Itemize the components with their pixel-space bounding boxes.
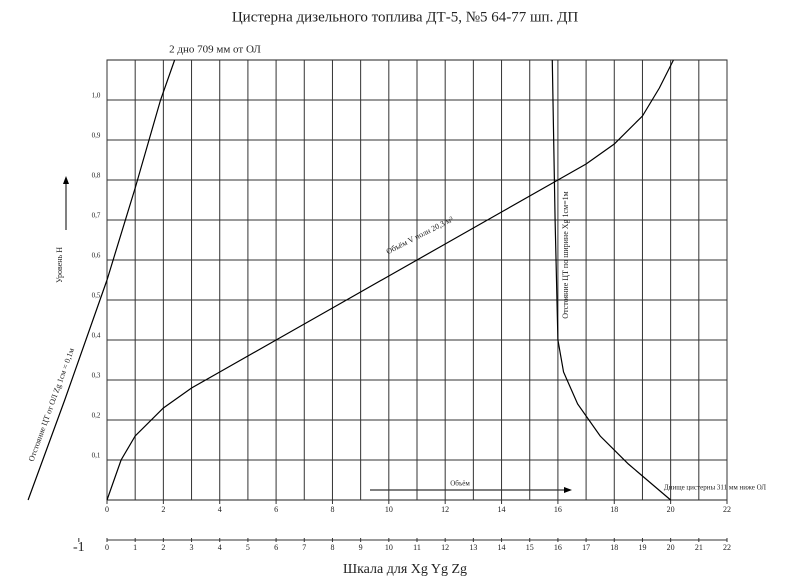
x2-tick-label: 18 <box>610 543 618 552</box>
x2-tick-label: 21 <box>695 543 703 552</box>
series-line <box>27 59 176 501</box>
x-tick-label: 18 <box>610 505 618 514</box>
y-tick-label: 1,0 <box>92 92 101 100</box>
series-line <box>106 59 674 501</box>
y-tick-label: 0,3 <box>92 372 101 380</box>
y-tick-label: 0,7 <box>92 212 101 220</box>
x2-tick-label: 9 <box>359 543 363 552</box>
x2-tick-label: 11 <box>413 543 421 552</box>
x2-tick-label: 22 <box>723 543 731 552</box>
x2-tick-label: 10 <box>385 543 393 552</box>
series-label: Объём V полн 20,3 м³ <box>385 214 456 256</box>
x-tick-label: 0 <box>105 505 109 514</box>
x-tick-label: 8 <box>330 505 334 514</box>
series-label: Отстояние ЦТ от ОЛ Zg 1см = 0,1м <box>27 347 76 463</box>
x-tick-label: 2 <box>161 505 165 514</box>
annotation: Днище цистерны 311 мм ниже ОЛ <box>664 484 766 492</box>
x-tick-label: 12 <box>441 505 449 514</box>
x2-tick-label: 3 <box>190 543 194 552</box>
x-tick-label: 14 <box>498 505 506 514</box>
arrow-head <box>564 487 572 493</box>
x-tick-label: 22 <box>723 505 731 514</box>
x-tick-label: 6 <box>274 505 278 514</box>
y-tick-label: 0,8 <box>92 172 101 180</box>
series-label: Отстояние ЦТ по ширине Xg 1см=1м <box>561 191 570 318</box>
x2-tick-label: 5 <box>246 543 250 552</box>
arrow-head <box>63 176 69 184</box>
x2-tick-label: 0 <box>105 543 109 552</box>
x2-tick-label: 14 <box>498 543 506 552</box>
x2-tick-label: 13 <box>469 543 477 552</box>
y-tick-label: 0,6 <box>92 252 101 260</box>
x-axis-label: Шкала для Xg Yg Zg <box>343 562 467 577</box>
y-tick-label: 0,5 <box>92 292 101 300</box>
y-tick-label: 0,2 <box>92 412 101 420</box>
x2-tick-label: 20 <box>667 543 675 552</box>
x2-tick-label: 17 <box>582 543 590 552</box>
x-tick-label: 4 <box>218 505 222 514</box>
subtitle: 2 дно 709 мм от ОЛ <box>169 44 261 56</box>
x2-tick-label: 19 <box>638 543 646 552</box>
x2-tick-label: 8 <box>330 543 334 552</box>
x2-tick-label: 2 <box>161 543 165 552</box>
chart-title: Цистерна дизельного топлива ДТ-5, №5 64-… <box>232 9 578 25</box>
y-axis-label: Уровень Н <box>55 247 64 283</box>
x2-tick-label: 6 <box>274 543 278 552</box>
y-tick-label: 0,4 <box>92 332 101 340</box>
x2-tick-label: 4 <box>218 543 222 552</box>
x-tick-label: 20 <box>667 505 675 514</box>
x2-tick-label: 12 <box>441 543 449 552</box>
inner-label: Объём <box>450 480 470 488</box>
series-line <box>551 59 672 501</box>
y-tick-label: 0,1 <box>92 452 101 460</box>
x2-tick-label: 16 <box>554 543 562 552</box>
y-tick-label: 0,9 <box>92 132 101 140</box>
x-tick-label: 16 <box>554 505 562 514</box>
x-tick-label: 10 <box>385 505 393 514</box>
x2-tick-label: -1 <box>73 540 85 555</box>
x2-tick-label: 7 <box>302 543 306 552</box>
x2-tick-label: 1 <box>133 543 137 552</box>
x2-tick-label: 15 <box>526 543 534 552</box>
